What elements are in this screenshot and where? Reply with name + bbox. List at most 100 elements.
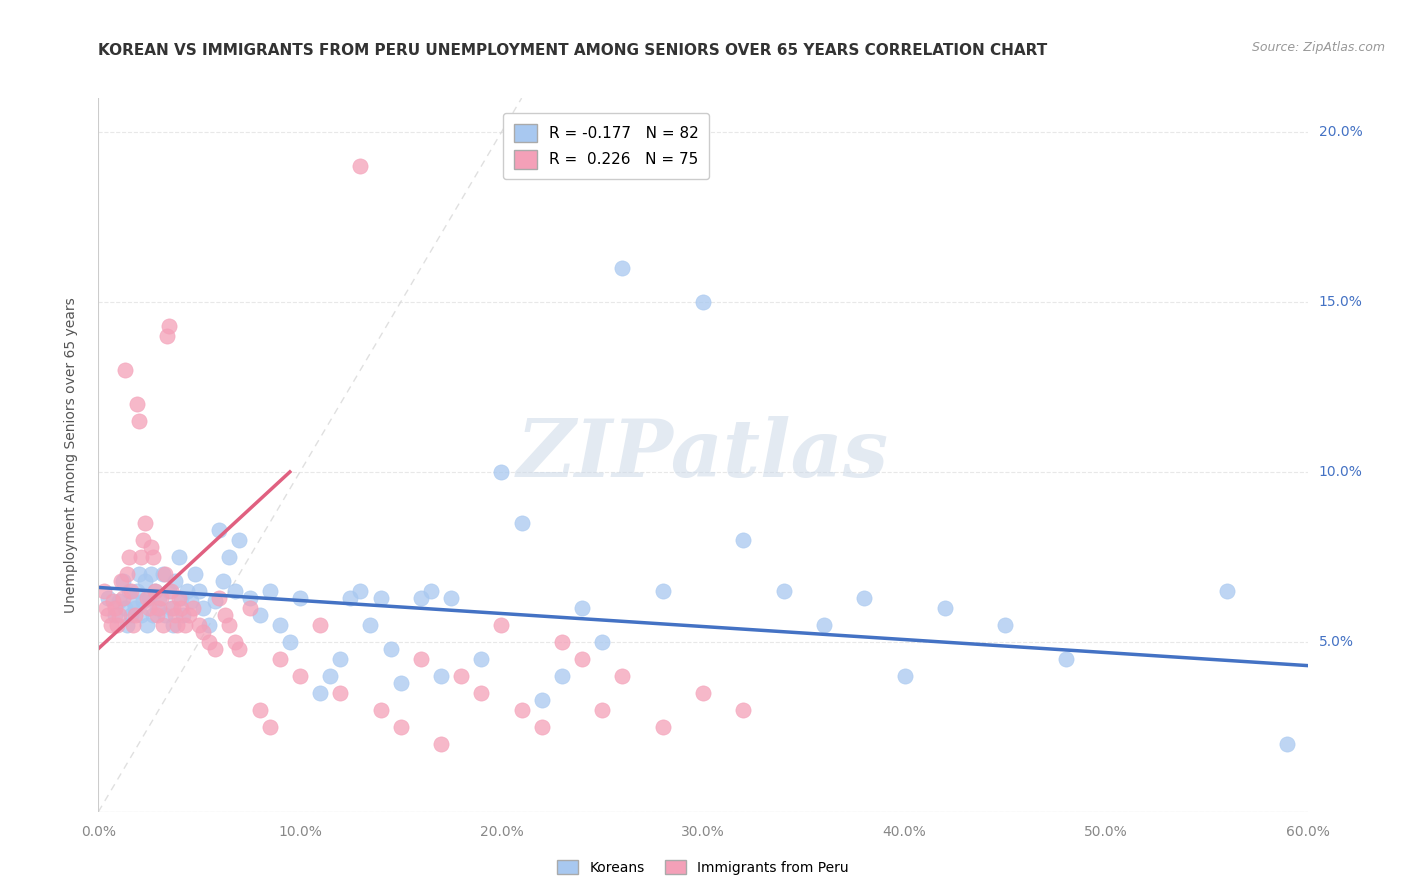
- Point: [259, 720, 281, 734]
- Point: [360, 617, 382, 632]
- Point: [349, 159, 371, 173]
- Point: [177, 607, 201, 622]
- Point: [100, 617, 122, 632]
- Point: [224, 583, 246, 598]
- Point: [114, 600, 136, 615]
- Point: [114, 363, 136, 377]
- Point: [111, 591, 134, 605]
- Point: [204, 594, 226, 608]
- Point: [269, 617, 291, 632]
- Point: [132, 594, 155, 608]
- Point: [157, 583, 180, 598]
- Point: [139, 540, 162, 554]
- Point: [571, 600, 593, 615]
- Point: [166, 617, 188, 632]
- Point: [269, 652, 291, 666]
- Point: [132, 533, 155, 547]
- Point: [97, 607, 120, 622]
- Point: [450, 669, 472, 683]
- Text: 5.0%: 5.0%: [1319, 635, 1354, 648]
- Point: [148, 591, 170, 605]
- Point: [228, 533, 250, 547]
- Point: [772, 583, 794, 598]
- Point: [530, 692, 553, 706]
- Point: [239, 600, 262, 615]
- Point: [612, 260, 634, 275]
- Point: [491, 617, 513, 632]
- Point: [370, 591, 392, 605]
- Point: [193, 624, 215, 639]
- Point: [193, 600, 215, 615]
- Point: [510, 516, 533, 530]
- Point: [440, 591, 463, 605]
- Point: [105, 617, 128, 632]
- Point: [128, 566, 150, 581]
- Text: KOREAN VS IMMIGRANTS FROM PERU UNEMPLOYMENT AMONG SENIORS OVER 65 YEARS CORRELAT: KOREAN VS IMMIGRANTS FROM PERU UNEMPLOYM…: [98, 43, 1047, 58]
- Point: [591, 635, 613, 649]
- Point: [160, 583, 183, 598]
- Point: [733, 703, 755, 717]
- Point: [162, 600, 184, 615]
- Point: [188, 583, 211, 598]
- Point: [176, 583, 198, 598]
- Point: [115, 617, 138, 632]
- Point: [152, 617, 174, 632]
- Point: [142, 549, 165, 564]
- Point: [204, 641, 226, 656]
- Point: [120, 607, 142, 622]
- Point: [339, 591, 361, 605]
- Point: [309, 617, 332, 632]
- Point: [170, 600, 193, 615]
- Point: [143, 583, 166, 598]
- Point: [146, 600, 169, 615]
- Point: [121, 617, 143, 632]
- Point: [96, 600, 118, 615]
- Point: [148, 600, 170, 615]
- Point: [103, 607, 125, 622]
- Text: 10.0%: 10.0%: [1319, 465, 1362, 479]
- Point: [188, 617, 211, 632]
- Text: Source: ZipAtlas.com: Source: ZipAtlas.com: [1251, 40, 1385, 54]
- Point: [530, 720, 553, 734]
- Text: ZIPatlas: ZIPatlas: [517, 417, 889, 493]
- Point: [651, 720, 673, 734]
- Point: [409, 591, 432, 605]
- Point: [146, 607, 169, 622]
- Point: [591, 703, 613, 717]
- Point: [128, 414, 150, 428]
- Point: [118, 549, 141, 564]
- Point: [101, 594, 124, 608]
- Point: [149, 591, 172, 605]
- Point: [409, 652, 432, 666]
- Legend: Koreans, Immigrants from Peru: Koreans, Immigrants from Peru: [551, 855, 855, 880]
- Point: [994, 617, 1017, 632]
- Point: [934, 600, 956, 615]
- Point: [510, 703, 533, 717]
- Point: [853, 591, 876, 605]
- Point: [1277, 737, 1299, 751]
- Point: [153, 607, 176, 622]
- Point: [893, 669, 915, 683]
- Point: [228, 641, 250, 656]
- Y-axis label: Unemployment Among Seniors over 65 years: Unemployment Among Seniors over 65 years: [63, 297, 77, 613]
- Point: [278, 635, 301, 649]
- Point: [121, 594, 143, 608]
- Point: [419, 583, 441, 598]
- Point: [125, 397, 148, 411]
- Point: [111, 574, 134, 588]
- Point: [162, 617, 184, 632]
- Point: [692, 295, 714, 310]
- Point: [143, 583, 166, 598]
- Point: [156, 329, 179, 343]
- Point: [208, 523, 231, 537]
- Point: [129, 607, 152, 622]
- Point: [157, 318, 180, 333]
- Point: [93, 583, 115, 598]
- Point: [170, 591, 193, 605]
- Point: [309, 686, 332, 700]
- Point: [470, 686, 492, 700]
- Point: [551, 669, 574, 683]
- Point: [139, 566, 162, 581]
- Point: [160, 600, 183, 615]
- Point: [138, 600, 160, 615]
